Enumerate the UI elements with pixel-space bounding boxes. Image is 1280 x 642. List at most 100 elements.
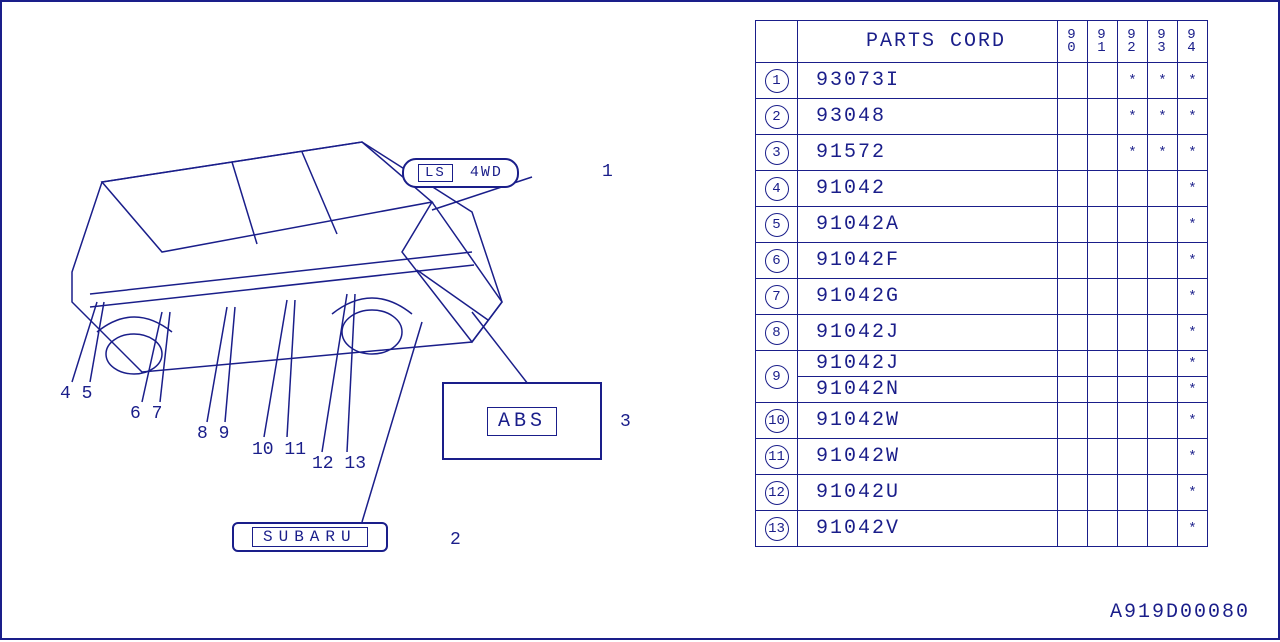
vehicle-diagram: LS 4WD 1 SUBARU 2 ABS 3 4 5 6 7 8 9 10 1…	[2, 2, 642, 642]
row-part-code: 91042G	[798, 279, 1058, 315]
row-index: 8	[756, 315, 798, 351]
row-year-mark: *	[1178, 403, 1208, 439]
page: PARTS CORD 90 91 92 93 94 193073I***2930…	[0, 0, 1280, 640]
row-year-mark	[1058, 243, 1088, 279]
row-year-mark	[1058, 279, 1088, 315]
row-year-mark	[1148, 207, 1178, 243]
row-year-mark	[1058, 63, 1088, 99]
row-year-mark: *	[1178, 475, 1208, 511]
row-year-mark	[1148, 351, 1178, 377]
row-year-mark	[1088, 279, 1118, 315]
row-index: 10	[756, 403, 798, 439]
row-year-mark	[1088, 377, 1118, 403]
row-year-mark: *	[1148, 135, 1178, 171]
row-year-mark: *	[1118, 63, 1148, 99]
row-year-mark	[1058, 511, 1088, 547]
row-year-mark: *	[1178, 63, 1208, 99]
row-index-circle: 9	[765, 365, 789, 389]
row-index-circle: 3	[765, 141, 789, 165]
parts-table: PARTS CORD 90 91 92 93 94 193073I***2930…	[755, 20, 1208, 547]
row-part-code: 91042F	[798, 243, 1058, 279]
row-year-mark	[1118, 377, 1148, 403]
row-index: 7	[756, 279, 798, 315]
row-year-mark	[1148, 439, 1178, 475]
row-year-mark	[1148, 377, 1178, 403]
row-index-circle: 6	[765, 249, 789, 273]
row-year-mark	[1148, 279, 1178, 315]
table-row: 8 91042J *	[756, 315, 1208, 351]
row-index: 9	[756, 351, 798, 403]
row-index-circle: 1	[765, 69, 789, 93]
row-year-mark	[1148, 171, 1178, 207]
row-year-mark: *	[1178, 377, 1208, 403]
document-code: A919D00080	[1110, 601, 1250, 624]
table-row: 1391042V*	[756, 511, 1208, 547]
row-year-mark: *	[1178, 99, 1208, 135]
row-part-code: 91042J	[798, 315, 1058, 351]
row-index-circle: 12	[765, 481, 789, 505]
row-year-mark: *	[1178, 351, 1208, 377]
table-row: 1191042W *	[756, 439, 1208, 475]
row-year-mark	[1058, 135, 1088, 171]
row-year-mark	[1088, 511, 1118, 547]
table-row: 4 91042 *	[756, 171, 1208, 207]
badge-4wd: 4WD	[470, 164, 503, 181]
row-index: 5	[756, 207, 798, 243]
row-year-mark	[1118, 439, 1148, 475]
row-year-mark	[1118, 279, 1148, 315]
row-year-mark	[1088, 403, 1118, 439]
row-year-mark: *	[1178, 171, 1208, 207]
row-year-mark	[1058, 439, 1088, 475]
callout-10-11: 10 11	[252, 440, 306, 460]
row-part-code: 91042N	[798, 377, 1058, 403]
callout-6-7: 6 7	[130, 404, 162, 424]
row-year-mark: *	[1148, 99, 1178, 135]
row-year-mark	[1088, 207, 1118, 243]
row-index-circle: 7	[765, 285, 789, 309]
row-year-mark: *	[1178, 439, 1208, 475]
table-row: 293048***	[756, 99, 1208, 135]
row-part-code: 91042	[798, 171, 1058, 207]
row-index: 3	[756, 135, 798, 171]
row-year-mark	[1088, 243, 1118, 279]
table-row: 1291042U*	[756, 475, 1208, 511]
row-index-circle: 5	[765, 213, 789, 237]
row-index: 1	[756, 63, 798, 99]
callout-4-5: 4 5	[60, 384, 92, 404]
table-row: 991042J*	[756, 351, 1208, 377]
badge-subaru-text: SUBARU	[252, 527, 368, 547]
row-year-mark: *	[1148, 63, 1178, 99]
row-year-mark	[1118, 171, 1148, 207]
row-index: 2	[756, 99, 798, 135]
row-index: 12	[756, 475, 798, 511]
row-year-mark	[1118, 403, 1148, 439]
row-year-mark	[1088, 351, 1118, 377]
row-index-circle: 4	[765, 177, 789, 201]
row-year-mark	[1088, 63, 1118, 99]
callout-12-13: 12 13	[312, 454, 366, 474]
row-part-code: 91042A	[798, 207, 1058, 243]
badge-ls-4wd: LS 4WD	[402, 158, 519, 188]
row-part-code: 91042W	[798, 439, 1058, 475]
row-index: 11	[756, 439, 798, 475]
table-row: 193073I***	[756, 63, 1208, 99]
row-year-mark: *	[1178, 243, 1208, 279]
row-year-mark	[1148, 243, 1178, 279]
row-year-mark: *	[1178, 315, 1208, 351]
row-index: 6	[756, 243, 798, 279]
row-year-mark	[1148, 475, 1178, 511]
callout-8-9: 8 9	[197, 424, 229, 444]
row-part-code: 93073I	[798, 63, 1058, 99]
row-year-mark	[1058, 475, 1088, 511]
row-index-circle: 8	[765, 321, 789, 345]
header-year-94: 94	[1178, 21, 1208, 63]
table-row: 591042A*	[756, 207, 1208, 243]
row-year-mark	[1058, 99, 1088, 135]
header-year-92: 92	[1118, 21, 1148, 63]
table-row: 391572***	[756, 135, 1208, 171]
table-row: 91042N *	[756, 377, 1208, 403]
row-part-code: 91042J	[798, 351, 1058, 377]
row-index-circle: 2	[765, 105, 789, 129]
header-blank	[756, 21, 798, 63]
row-year-mark: *	[1178, 279, 1208, 315]
